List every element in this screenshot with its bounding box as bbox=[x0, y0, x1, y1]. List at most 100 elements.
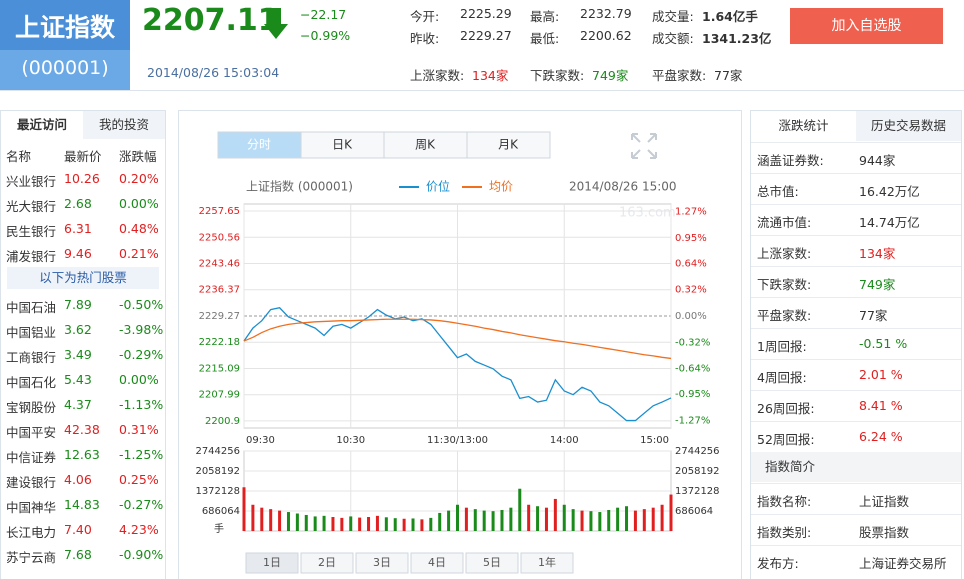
chart-tab[interactable] bbox=[300, 131, 385, 159]
stat-label: 成交额: bbox=[652, 31, 694, 46]
stock-number: -0.50% bbox=[119, 297, 164, 312]
stat-row bbox=[751, 266, 961, 297]
volume-bar bbox=[660, 504, 664, 531]
stock-name[interactable]: 苏宁云商 bbox=[6, 550, 57, 565]
y-tick-label: 2058192 bbox=[195, 466, 240, 477]
chart-tab-label[interactable]: 周K bbox=[415, 138, 436, 152]
watermark: 163.com bbox=[619, 206, 676, 221]
stat-value: 6.24 % bbox=[859, 429, 903, 444]
chart-tab[interactable] bbox=[217, 131, 302, 159]
period-button[interactable] bbox=[300, 552, 354, 574]
stat-row bbox=[751, 328, 961, 359]
stat-row bbox=[751, 173, 961, 204]
stock-name[interactable]: 浦发银行 bbox=[6, 249, 57, 264]
period-label[interactable]: 3日 bbox=[373, 556, 391, 569]
volume-bar bbox=[500, 510, 504, 531]
volume-bar bbox=[260, 507, 264, 531]
volume-bar bbox=[607, 510, 611, 531]
period-button[interactable] bbox=[410, 552, 464, 574]
volume-bar bbox=[251, 504, 255, 531]
stock-number: -0.27% bbox=[119, 497, 164, 512]
stock-name[interactable]: 中国石化 bbox=[6, 375, 57, 390]
stock-name[interactable]: 中国铝业 bbox=[6, 325, 57, 340]
stat-value: 1.64亿手 bbox=[702, 9, 758, 24]
stock-name[interactable]: 长江电力 bbox=[6, 525, 57, 540]
stat-value: 2229.27 bbox=[460, 28, 512, 43]
volume-bar bbox=[633, 510, 637, 531]
panel-tab[interactable]: 最近访问 bbox=[1, 111, 83, 139]
stock-name[interactable]: 中国神华 bbox=[6, 500, 57, 515]
stat-label: 涵盖证券数: bbox=[757, 153, 824, 168]
y-tick-label: 2250.56 bbox=[199, 232, 240, 243]
stat-row bbox=[751, 390, 961, 421]
stock-name[interactable]: 光大银行 bbox=[6, 199, 57, 214]
price: 2207.11 bbox=[142, 3, 279, 38]
stock-name[interactable]: 中信证券 bbox=[6, 450, 57, 465]
volume-bar bbox=[411, 518, 415, 531]
stock-name[interactable]: 宝钢股份 bbox=[6, 400, 57, 415]
stock-number: 12.63 bbox=[64, 447, 100, 462]
stock-number: 0.00% bbox=[119, 196, 159, 211]
stock-number: 10.26 bbox=[64, 171, 100, 186]
period-label[interactable]: 1年 bbox=[538, 555, 556, 569]
stock-name[interactable]: 工商银行 bbox=[6, 350, 57, 365]
volume-bar bbox=[616, 507, 620, 531]
stock-number: 4.23% bbox=[119, 522, 159, 537]
volume-bar bbox=[527, 504, 531, 531]
stat-label: 指数类别: bbox=[757, 525, 812, 540]
volume-bar bbox=[571, 509, 575, 531]
stat-value: 749家 bbox=[859, 277, 896, 292]
chart-timestamp: 2014/08/26 15:00 bbox=[569, 180, 677, 194]
stat-row bbox=[751, 297, 961, 328]
period-button[interactable] bbox=[520, 552, 574, 574]
x-tick-label: 09:30 bbox=[246, 435, 275, 446]
stock-name[interactable]: 中国石油 bbox=[6, 300, 57, 315]
add-watchlist-button[interactable]: 加入自选股 bbox=[790, 8, 943, 44]
fullscreen-icon[interactable] bbox=[631, 133, 657, 159]
stock-name[interactable]: 建设银行 bbox=[6, 475, 57, 490]
stat-value: 16.42万亿 bbox=[859, 184, 920, 199]
stat-value: 2200.62 bbox=[580, 28, 632, 43]
stat-label: 平盘家数: bbox=[757, 308, 812, 323]
stock-name[interactable]: 兴业银行 bbox=[6, 174, 57, 189]
chart-tab-label[interactable]: 日K bbox=[332, 138, 353, 152]
chart-tab-label[interactable]: 月K bbox=[498, 138, 519, 152]
period-label[interactable]: 2日 bbox=[318, 556, 336, 569]
y2-tick-label: 1372128 bbox=[675, 486, 720, 497]
y-tick-label: 2243.46 bbox=[199, 259, 240, 270]
column-header: 涨跌幅 bbox=[119, 149, 157, 164]
panel-tab[interactable]: 历史交易数据 bbox=[856, 111, 961, 141]
breadth-label: 下跌家数: bbox=[530, 68, 585, 83]
stat-value: 14.74万亿 bbox=[859, 215, 920, 230]
stock-name[interactable]: 民生银行 bbox=[6, 224, 57, 239]
column-header: 最新价 bbox=[64, 149, 102, 164]
period-label[interactable]: 4日 bbox=[428, 556, 446, 569]
period-button[interactable] bbox=[355, 552, 409, 574]
chart-tab-label[interactable]: 分时 bbox=[247, 138, 271, 152]
volume-bar bbox=[322, 515, 326, 531]
panel-tab[interactable]: 涨跌统计 bbox=[751, 111, 856, 141]
stat-value: -0.51 % bbox=[859, 336, 908, 351]
period-label[interactable]: 1日 bbox=[263, 556, 281, 569]
stat-value: 8.41 % bbox=[859, 398, 903, 413]
stock-name[interactable]: 中国平安 bbox=[6, 425, 57, 440]
stat-row bbox=[751, 545, 961, 576]
breadth-value: 77家 bbox=[714, 68, 743, 83]
stock-number: 5.43 bbox=[64, 372, 92, 387]
volume-bar bbox=[518, 488, 522, 531]
chart-tab[interactable] bbox=[466, 131, 551, 159]
stock-number: -3.98% bbox=[119, 322, 164, 337]
x-tick-label: 15:00 bbox=[640, 435, 669, 446]
y2-tick-label: 0.64% bbox=[675, 258, 707, 269]
stat-row bbox=[751, 204, 961, 235]
volume-bar bbox=[340, 517, 344, 531]
period-button[interactable] bbox=[465, 552, 519, 574]
period-label[interactable]: 5日 bbox=[483, 556, 501, 569]
period-button[interactable] bbox=[245, 552, 299, 574]
y2-tick-label: 0.00% bbox=[675, 311, 707, 322]
volume-bar bbox=[331, 517, 335, 531]
stat-label: 成交量: bbox=[652, 9, 694, 24]
stat-label: 26周回报: bbox=[757, 401, 815, 416]
volume-bar bbox=[420, 519, 424, 531]
panel-tab[interactable]: 我的投资 bbox=[83, 111, 165, 139]
